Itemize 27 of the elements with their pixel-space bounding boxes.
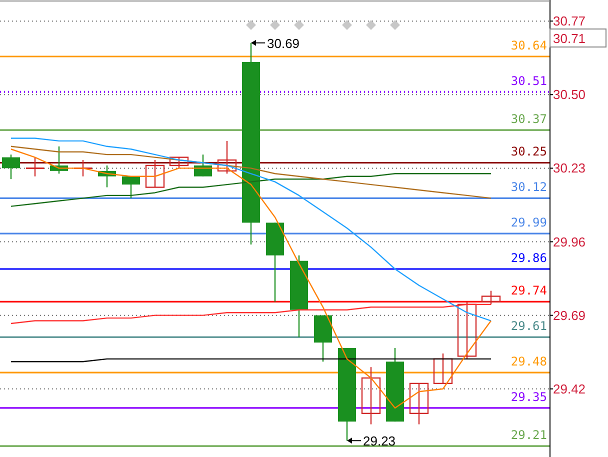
ref-line-label: 29.99 <box>510 216 547 230</box>
ref-line-label: 30.25 <box>510 144 547 159</box>
ref-line-label: 29.48 <box>510 354 547 369</box>
ref-line-label: 29.61 <box>510 319 547 334</box>
ref-line-label: 29.86 <box>510 251 547 266</box>
ref-line-label: 29.35 <box>510 390 547 404</box>
ref-line-label: 30.12 <box>510 180 547 194</box>
y-tick-label: 29.69 <box>553 308 586 323</box>
ref-line-label: 30.51 <box>510 74 547 88</box>
line-series <box>10 304 492 324</box>
line-series <box>10 173 492 207</box>
ref-line-label: 30.64 <box>510 38 547 52</box>
ref-line-label: 30.37 <box>510 112 547 126</box>
candlestick <box>122 176 140 199</box>
line-series <box>10 148 492 409</box>
ref-line-label: 29.21 <box>510 428 547 442</box>
y-tick-label: 30.77 <box>553 14 586 29</box>
ref-line-label: 29.74 <box>510 284 547 298</box>
y-tick-label: 29.42 <box>553 381 586 396</box>
y-tick-label: 29.96 <box>553 234 586 250</box>
y-tick-label: 30.23 <box>553 160 586 176</box>
annotation: 30.69 <box>267 36 300 51</box>
candlestick <box>2 154 20 180</box>
text: 30.71 <box>553 31 586 46</box>
annotation: 29.23 <box>363 434 396 449</box>
y-tick-label: 30.50 <box>553 87 586 102</box>
line-series <box>10 138 492 322</box>
